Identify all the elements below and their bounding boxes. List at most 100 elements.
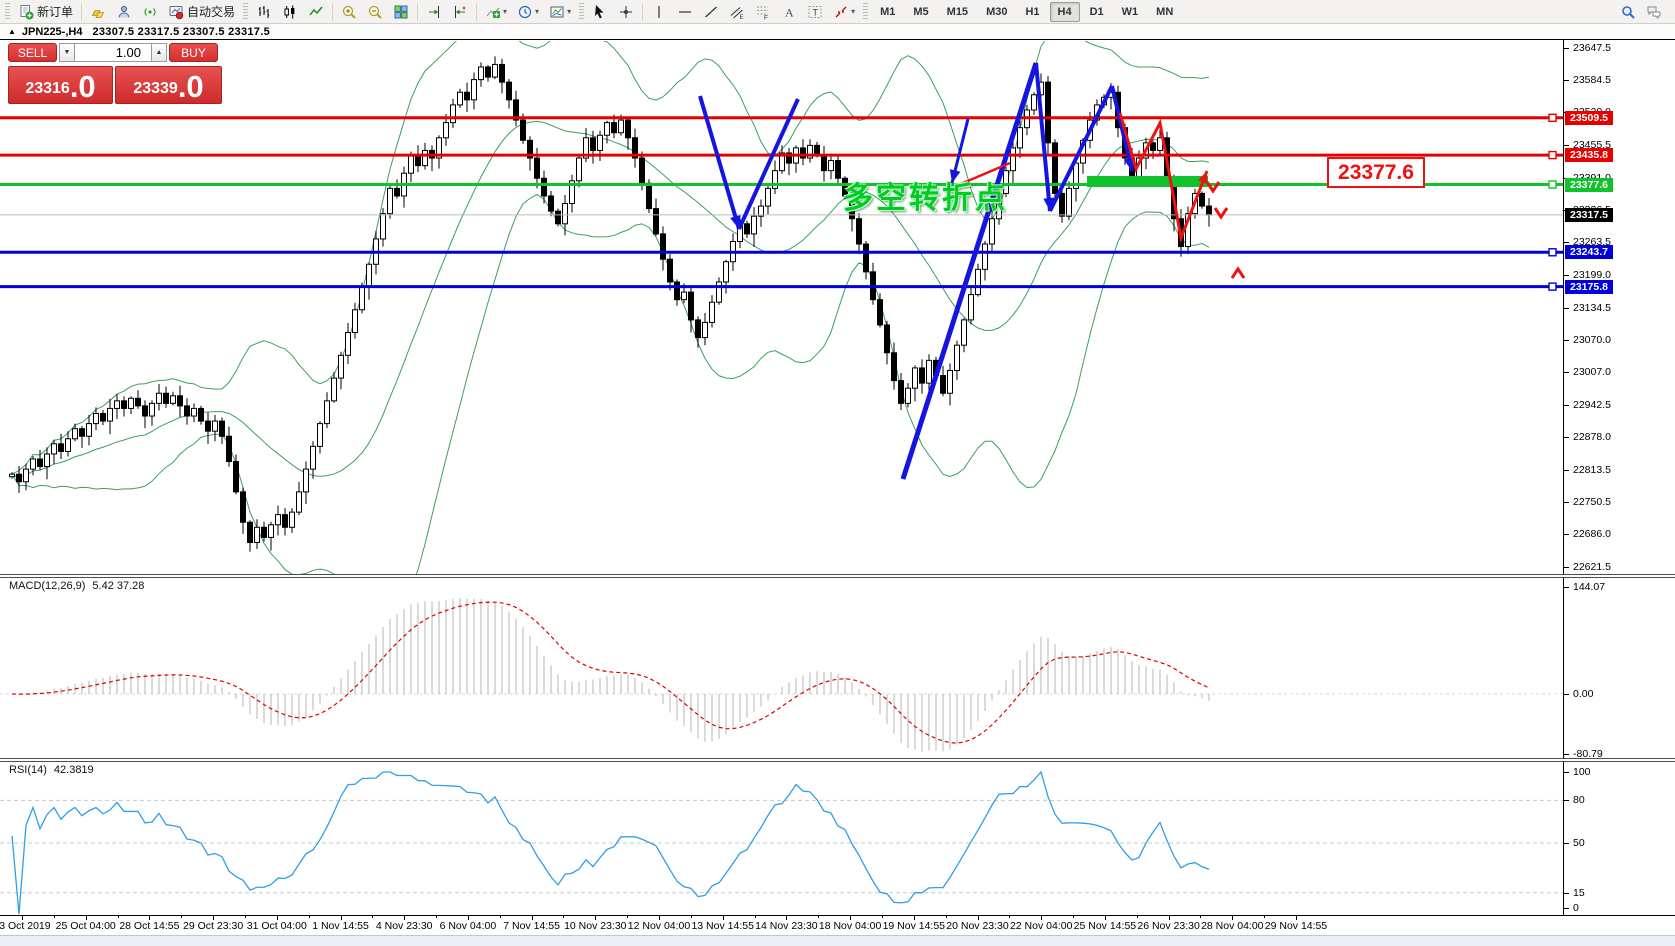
chat-button[interactable] bbox=[1642, 2, 1666, 22]
zoom-in-button[interactable] bbox=[337, 2, 361, 22]
time-minor-tick bbox=[499, 916, 501, 918]
zoom-in-icon bbox=[341, 4, 357, 20]
time-tick bbox=[340, 916, 342, 920]
time-label: 22 Nov 04:00 bbox=[1009, 920, 1073, 932]
trendline-tool-button[interactable] bbox=[699, 2, 723, 22]
arrows-tool-button[interactable]: ▾ bbox=[829, 2, 859, 22]
time-tick bbox=[1232, 916, 1234, 920]
time-label: 18 Nov 04:00 bbox=[818, 920, 882, 932]
axis-tick bbox=[1564, 534, 1569, 536]
axis-tick bbox=[1564, 908, 1569, 909]
time-tick bbox=[22, 916, 23, 920]
timeframe-m30[interactable]: M30 bbox=[978, 2, 1015, 22]
lot-input[interactable] bbox=[75, 43, 151, 62]
toolbar-grip[interactable] bbox=[579, 2, 585, 21]
time-label: 7 Nov 14:55 bbox=[503, 920, 560, 932]
chart-shift-button[interactable] bbox=[422, 2, 446, 22]
templates-button[interactable]: ▾ bbox=[545, 2, 575, 22]
horizontal-line-tool-button[interactable] bbox=[673, 2, 697, 22]
svg-text:T: T bbox=[813, 7, 819, 17]
fibonacci-tool-button[interactable]: F bbox=[751, 2, 775, 22]
new-order-button[interactable]: 新订单 bbox=[14, 2, 77, 22]
timeframe-m5[interactable]: M5 bbox=[905, 2, 936, 22]
axis-tick bbox=[1564, 567, 1569, 568]
autotrading-button[interactable]: 自动交易 bbox=[164, 2, 239, 22]
axis-tick bbox=[1564, 274, 1569, 276]
time-tick bbox=[722, 916, 724, 920]
pane-separator-rsi[interactable] bbox=[0, 758, 1675, 762]
cursor-tool-button[interactable] bbox=[588, 2, 612, 22]
price-marker-23317.5: 23317.5 bbox=[1565, 207, 1613, 222]
lot-increase-button[interactable]: ▲ bbox=[151, 43, 167, 62]
arrows-icon bbox=[833, 4, 849, 20]
pane-separator-macd[interactable] bbox=[0, 574, 1675, 578]
horizontal-line-icon bbox=[677, 4, 693, 20]
price-chart[interactable] bbox=[0, 41, 1563, 574]
time-minor-tick bbox=[308, 916, 310, 918]
text-label-tool-button[interactable]: T bbox=[803, 2, 827, 22]
timeframe-m15[interactable]: M15 bbox=[939, 2, 976, 22]
vertical-line-tool-button[interactable] bbox=[647, 2, 671, 22]
auto-scroll-button[interactable] bbox=[448, 2, 472, 22]
price-axis[interactable]: 23647.523584.523520.023455.523391.023326… bbox=[1563, 40, 1675, 935]
lot-decrease-button[interactable]: ▼ bbox=[59, 43, 75, 62]
macd-chart[interactable] bbox=[0, 578, 1563, 758]
buy-button[interactable]: BUY bbox=[169, 43, 218, 62]
periods-button[interactable]: ▾ bbox=[513, 2, 543, 22]
time-minor-tick bbox=[117, 916, 119, 918]
timeframe-h1[interactable]: H1 bbox=[1017, 2, 1047, 22]
crosshair-icon bbox=[618, 4, 634, 20]
price-callout: 23377.6 bbox=[1327, 157, 1425, 188]
text-tool-button[interactable]: A bbox=[777, 2, 801, 22]
tile-windows-button[interactable] bbox=[389, 2, 413, 22]
timeframe-w1[interactable]: W1 bbox=[1114, 2, 1147, 22]
price-marker-23377.6: 23377.6 bbox=[1565, 177, 1613, 192]
time-minor-tick bbox=[436, 916, 438, 918]
toolbar-grip[interactable] bbox=[863, 2, 869, 21]
time-label: 19 Nov 14:55 bbox=[882, 920, 946, 932]
axis-tick bbox=[1564, 372, 1569, 373]
indicators-button[interactable]: ▾ bbox=[481, 2, 511, 22]
crosshair-tool-button[interactable] bbox=[614, 2, 638, 22]
search-button[interactable] bbox=[1616, 2, 1640, 22]
zoom-out-button[interactable] bbox=[363, 2, 387, 22]
timeframe-m1[interactable]: M1 bbox=[872, 2, 903, 22]
toolbar-separator bbox=[642, 2, 644, 21]
timeframe-h4[interactable]: H4 bbox=[1049, 1, 1080, 22]
tile-windows-icon bbox=[393, 4, 409, 20]
macd-tick-label: 144.07 bbox=[1573, 581, 1606, 594]
rsi-chart[interactable] bbox=[0, 762, 1563, 915]
line-chart-button[interactable] bbox=[304, 2, 328, 22]
time-tick bbox=[404, 916, 406, 920]
bar-chart-button[interactable] bbox=[252, 2, 276, 22]
account-button[interactable] bbox=[112, 2, 136, 22]
zoom-out-icon bbox=[367, 4, 383, 20]
time-label: 23 Oct 2019 bbox=[0, 920, 51, 932]
time-minor-tick bbox=[690, 916, 692, 918]
toolbar-separator bbox=[332, 2, 334, 21]
toolbar-grip[interactable] bbox=[243, 2, 249, 21]
time-tick bbox=[913, 916, 915, 920]
timeframe-d1[interactable]: D1 bbox=[1082, 2, 1112, 22]
axis-tick bbox=[1564, 307, 1569, 309]
time-label: 14 Nov 23:30 bbox=[755, 920, 818, 932]
periods-icon bbox=[517, 4, 533, 20]
toolbar-grip[interactable] bbox=[5, 2, 10, 21]
indicators-icon bbox=[485, 4, 501, 20]
sell-button[interactable]: SELL bbox=[8, 43, 57, 62]
time-label: 25 Nov 14:55 bbox=[1073, 920, 1137, 932]
candlestick-chart-button[interactable] bbox=[278, 2, 302, 22]
price-tick-label: 23070.0 bbox=[1573, 334, 1611, 347]
signals-button[interactable] bbox=[138, 2, 162, 22]
time-label: 25 Oct 04:00 bbox=[55, 920, 116, 932]
time-minor-tick bbox=[881, 916, 883, 918]
channel-tool-button[interactable]: E bbox=[725, 2, 749, 22]
buy-price[interactable]: 23339.0 bbox=[115, 66, 222, 104]
sell-price[interactable]: 23316.0 bbox=[8, 66, 113, 104]
macd-tick-label: 0.00 bbox=[1573, 688, 1594, 700]
timeframe-mn[interactable]: MN bbox=[1148, 2, 1181, 22]
price-tick-label: 23199.0 bbox=[1573, 268, 1611, 281]
collapse-icon[interactable]: ▲ bbox=[8, 27, 16, 36]
deposit-button[interactable] bbox=[86, 2, 110, 22]
